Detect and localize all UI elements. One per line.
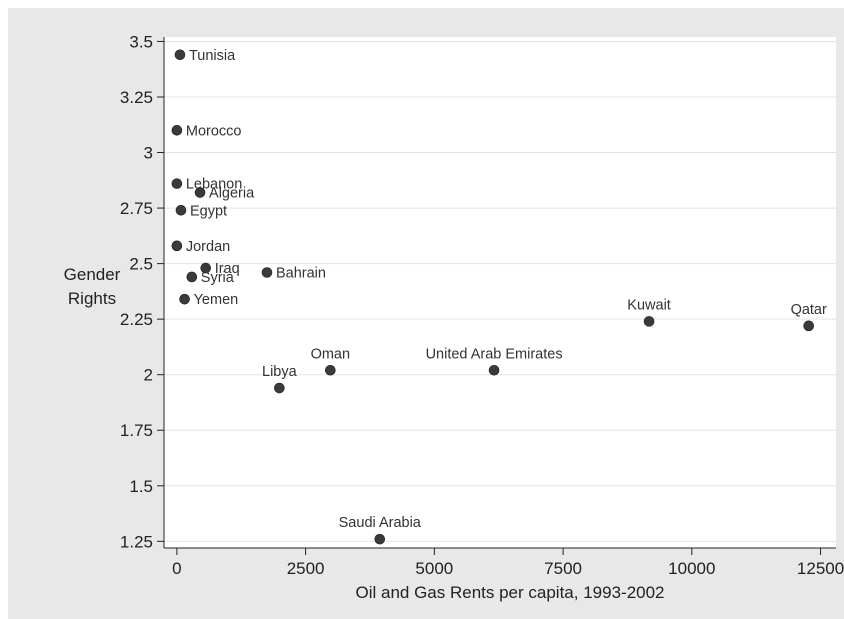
- data-point: [171, 178, 183, 189]
- grid-lines: [164, 40, 836, 542]
- point-label: Libya: [262, 364, 298, 380]
- point-label: Syria: [201, 270, 235, 286]
- y-tick-label: 3: [144, 144, 153, 163]
- point-label: Bahrain: [276, 266, 326, 282]
- x-tick-label: 12500: [797, 559, 844, 578]
- data-point: [274, 382, 285, 394]
- data-point: [171, 240, 183, 252]
- data-point: [171, 125, 183, 136]
- y-tick-label: 3.25: [120, 88, 153, 107]
- x-tick-label: 7500: [544, 559, 582, 578]
- point-label: Oman: [311, 346, 351, 362]
- data-points: TunisiaMoroccoLebanonAlgeriaEgyptJordanI…: [171, 48, 827, 545]
- y-axis-title-line-2: Rights: [68, 289, 116, 308]
- y-tick-label: 1.5: [129, 477, 153, 496]
- y-tick-label: 1.25: [120, 532, 153, 551]
- y-axis-title-line-1: Gender: [64, 265, 121, 284]
- y-tick-label: 2.25: [120, 310, 153, 329]
- x-tick-label: 10000: [668, 559, 715, 578]
- data-point: [186, 271, 198, 283]
- point-label: Yemen: [194, 292, 239, 308]
- point-label: Jordan: [186, 239, 230, 255]
- point-label: Qatar: [791, 302, 827, 318]
- data-point: [194, 187, 206, 198]
- data-point: [179, 293, 190, 305]
- y-tick-label: 2.5: [129, 255, 153, 274]
- x-tick-label: 0: [172, 559, 181, 578]
- data-point: [174, 49, 186, 61]
- x-axis-title: Oil and Gas Rents per capita, 1993-2002: [355, 583, 664, 602]
- data-point: [643, 316, 655, 327]
- point-label: United Arab Emirates: [426, 346, 563, 362]
- data-point: [488, 364, 500, 376]
- x-tick-label: 5000: [415, 559, 453, 578]
- point-label: Tunisia: [189, 48, 236, 64]
- axes: 1.25 1.5 1.75 2 2.25 2.5 2.75 3 3.25 3.5 0 2500 5000…: [120, 32, 844, 578]
- y-tick-label: 2.75: [120, 199, 153, 218]
- y-tick-label: 1.75: [120, 421, 153, 440]
- data-point: [200, 262, 212, 274]
- data-point: [803, 320, 815, 332]
- point-label: Kuwait: [627, 297, 671, 313]
- data-point: [175, 204, 187, 216]
- data-point: [261, 267, 273, 278]
- scatter-chart: 1.25 1.5 1.75 2 2.25 2.5 2.75 3 3.25 3.5 0 2500 5000…: [64, 32, 844, 602]
- plot-area: [164, 37, 836, 548]
- point-label: Saudi Arabia: [339, 515, 422, 531]
- y-tick-label: 2: [144, 366, 153, 385]
- data-point: [374, 533, 386, 545]
- point-label: Morocco: [186, 123, 242, 139]
- data-point: [325, 364, 336, 376]
- x-tick-label: 2500: [287, 559, 325, 578]
- point-label: Egypt: [190, 203, 227, 219]
- point-label: Iraq: [215, 261, 240, 277]
- y-tick-label: 3.5: [129, 32, 153, 51]
- point-label: Algeria: [209, 186, 255, 202]
- chart-frame: 1.25 1.5 1.75 2 2.25 2.5 2.75 3 3.25 3.5 0 2500 5000…: [8, 8, 844, 619]
